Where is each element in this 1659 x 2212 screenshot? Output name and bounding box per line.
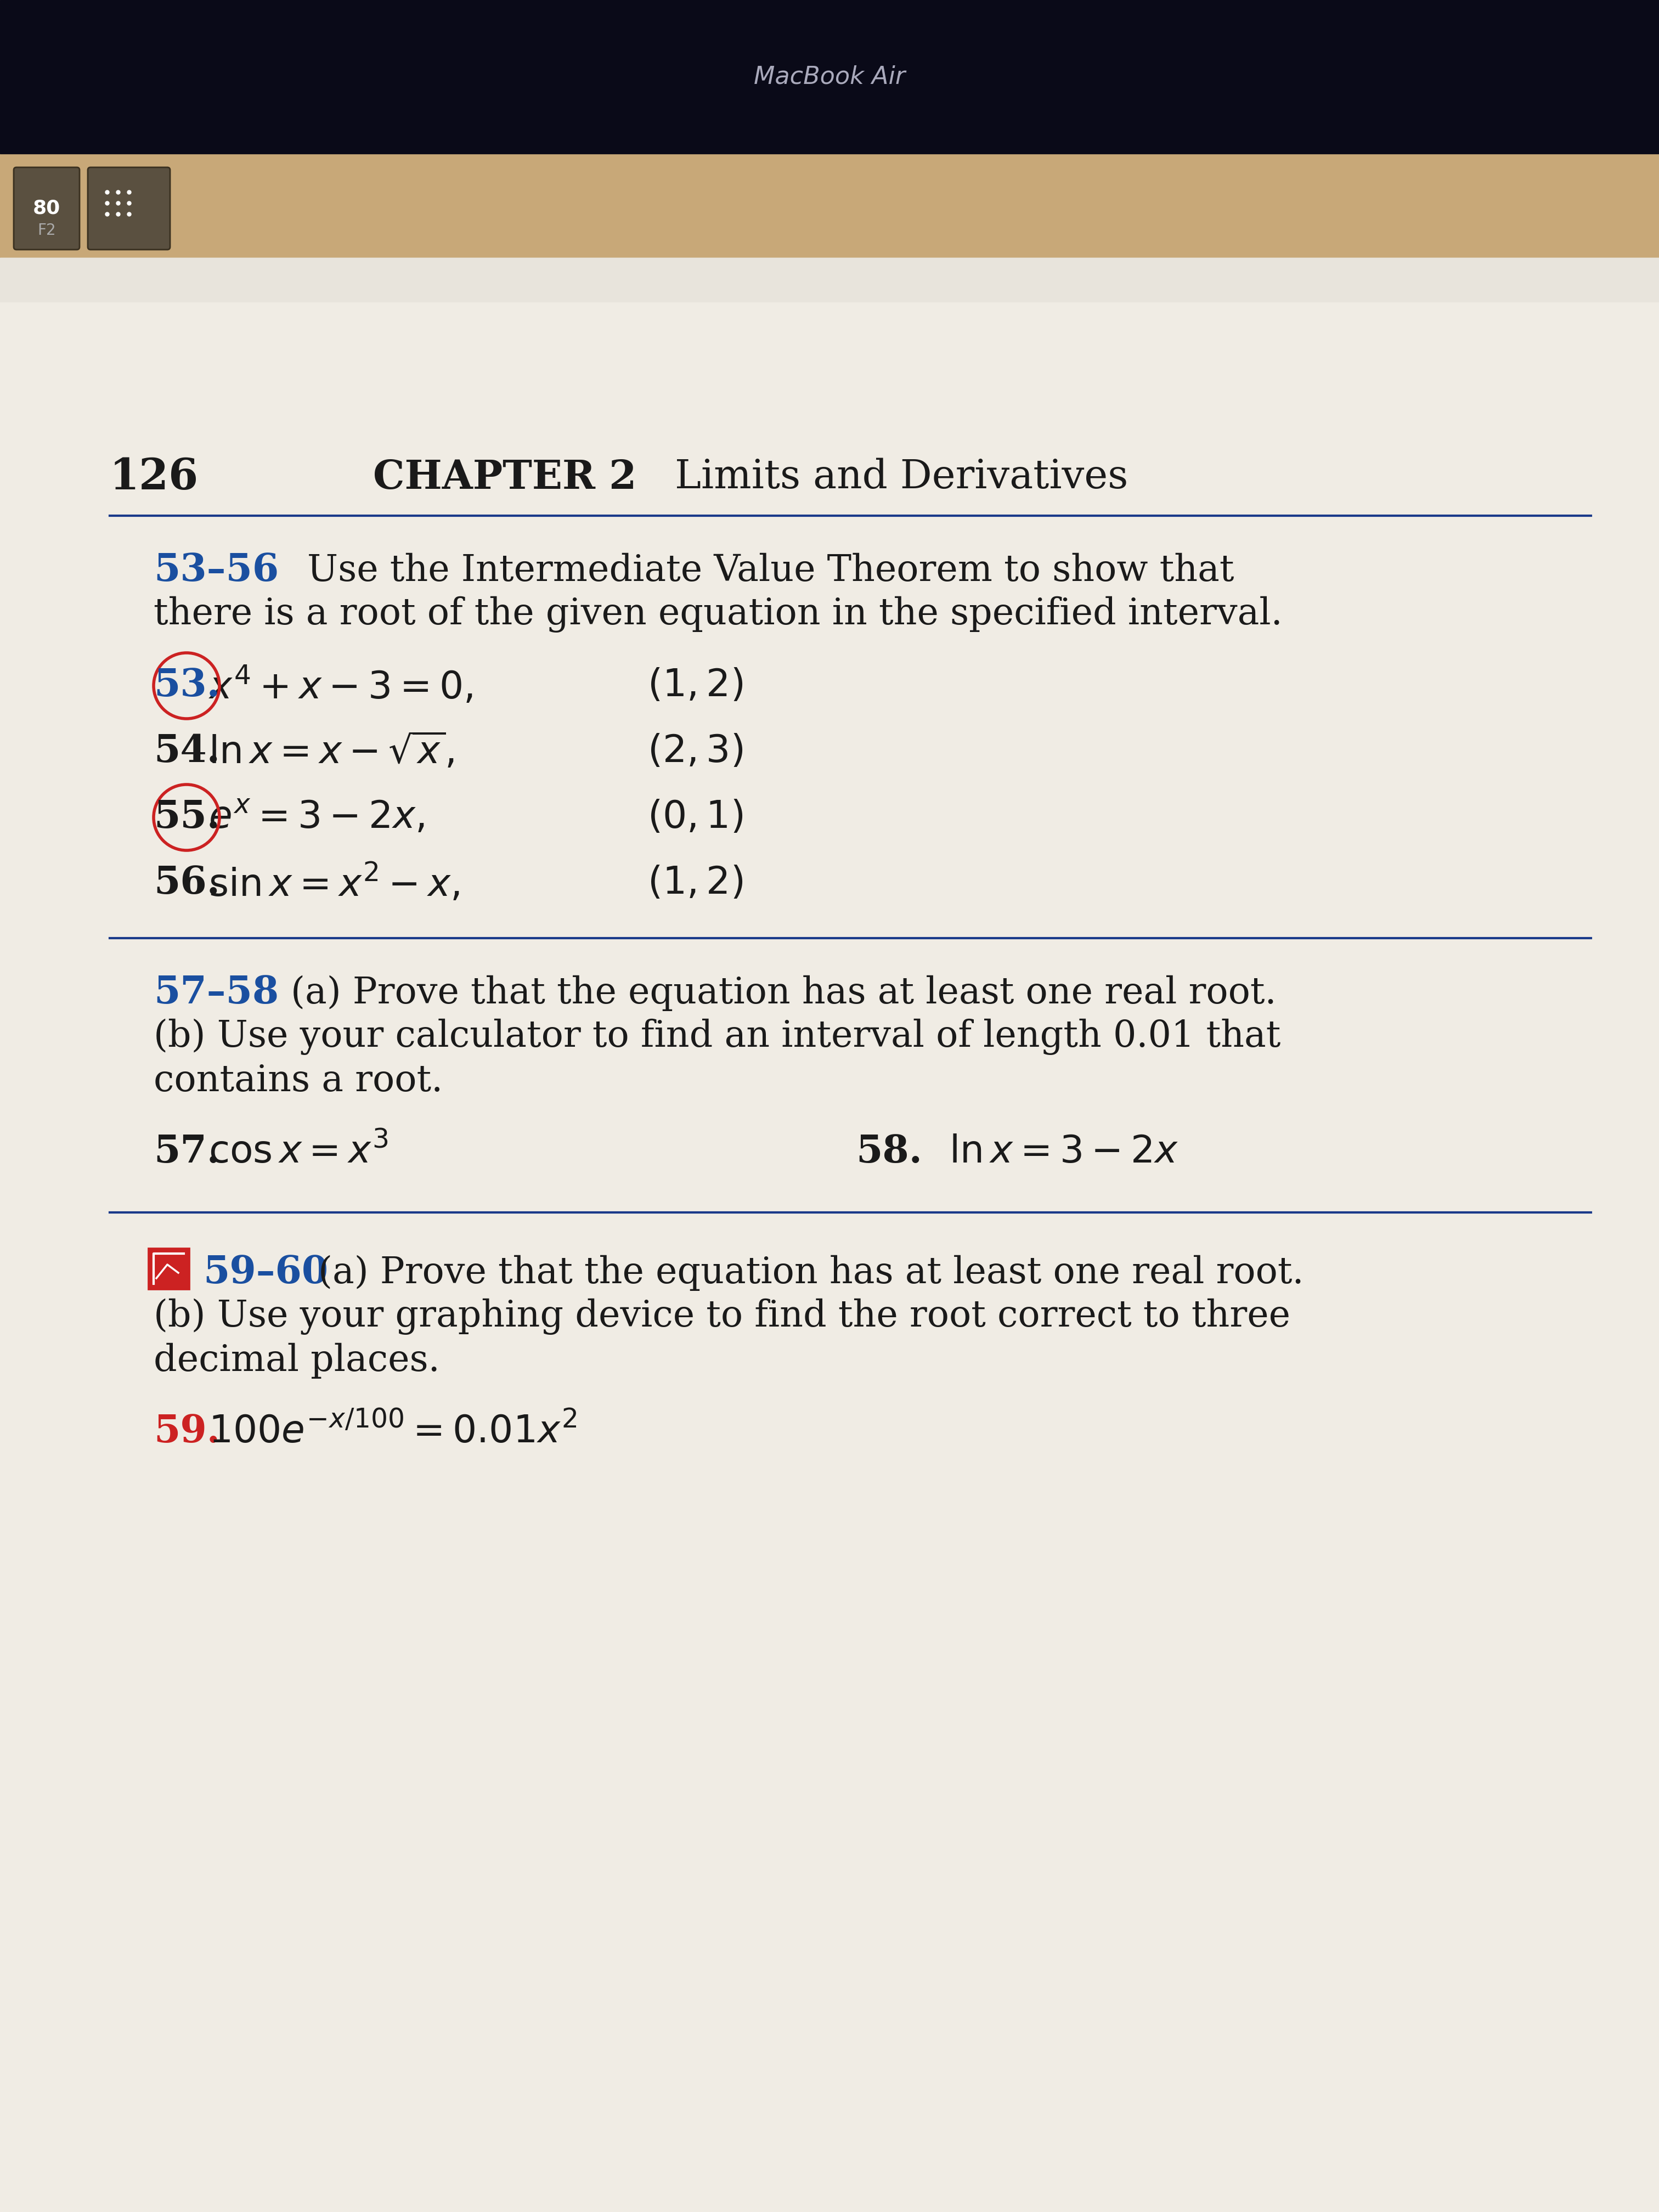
Text: 56.: 56. [154,865,221,902]
Text: CHAPTER 2: CHAPTER 2 [373,458,637,498]
Text: 58.: 58. [856,1135,922,1170]
Text: 59.: 59. [154,1413,221,1451]
Text: Use the Intermediate Value Theorem to show that: Use the Intermediate Value Theorem to sh… [307,553,1234,588]
Text: $(1, 2)$: $(1, 2)$ [647,668,743,703]
Text: decimal places.: decimal places. [154,1343,440,1378]
Text: (b) Use your calculator to find an interval of length 0.01 that: (b) Use your calculator to find an inter… [154,1020,1281,1055]
Text: F2: F2 [38,223,56,239]
Bar [0,259,1659,301]
Text: there is a root of the given equation in the specified interval.: there is a root of the given equation in… [154,597,1282,633]
Text: $\ln x = 3 - 2x$: $\ln x = 3 - 2x$ [949,1135,1178,1170]
Text: $\ln x = x - \sqrt{x},$: $\ln x = x - \sqrt{x},$ [209,732,455,772]
Text: $(0, 1)$: $(0, 1)$ [647,799,743,836]
Text: 57.: 57. [154,1135,221,1170]
Text: 54.: 54. [154,732,221,770]
Text: $e^x = 3 - 2x,$: $e^x = 3 - 2x,$ [209,799,425,836]
Text: 59–60: 59–60 [202,1254,328,1292]
Text: $x^4 + x - 3 = 0,$: $x^4 + x - 3 = 0,$ [209,666,473,706]
Text: $100e^{-x/100} = 0.01x^2$: $100e^{-x/100} = 0.01x^2$ [209,1413,577,1451]
Text: (b) Use your graphing device to find the root correct to three: (b) Use your graphing device to find the… [154,1298,1291,1334]
Text: Limits and Derivatives: Limits and Derivatives [675,458,1128,498]
FancyBboxPatch shape [13,168,80,250]
Text: 55.: 55. [154,799,221,836]
Text: $\sin x = x^2 - x,$: $\sin x = x^2 - x,$ [209,863,460,905]
Text: MacBook Air: MacBook Air [753,64,906,88]
Text: $(1, 2)$: $(1, 2)$ [647,865,743,902]
FancyBboxPatch shape [88,168,171,250]
Text: 126: 126 [109,456,199,498]
Text: $(2, 3)$: $(2, 3)$ [647,734,743,770]
Text: (a) Prove that the equation has at least one real root.: (a) Prove that the equation has at least… [290,975,1276,1011]
Bar [0,0,1659,153]
Text: (a) Prove that the equation has at least one real root.: (a) Prove that the equation has at least… [319,1254,1304,1290]
Text: contains a root.: contains a root. [154,1062,443,1099]
Text: 57–58: 57–58 [154,975,279,1011]
Text: 53–56: 53–56 [154,553,279,588]
Bar [0,259,1659,2212]
Text: 80: 80 [33,199,60,217]
Bar [148,1248,189,1290]
Text: $\cos x = x^3$: $\cos x = x^3$ [209,1133,388,1170]
Text: 53.: 53. [154,668,221,703]
